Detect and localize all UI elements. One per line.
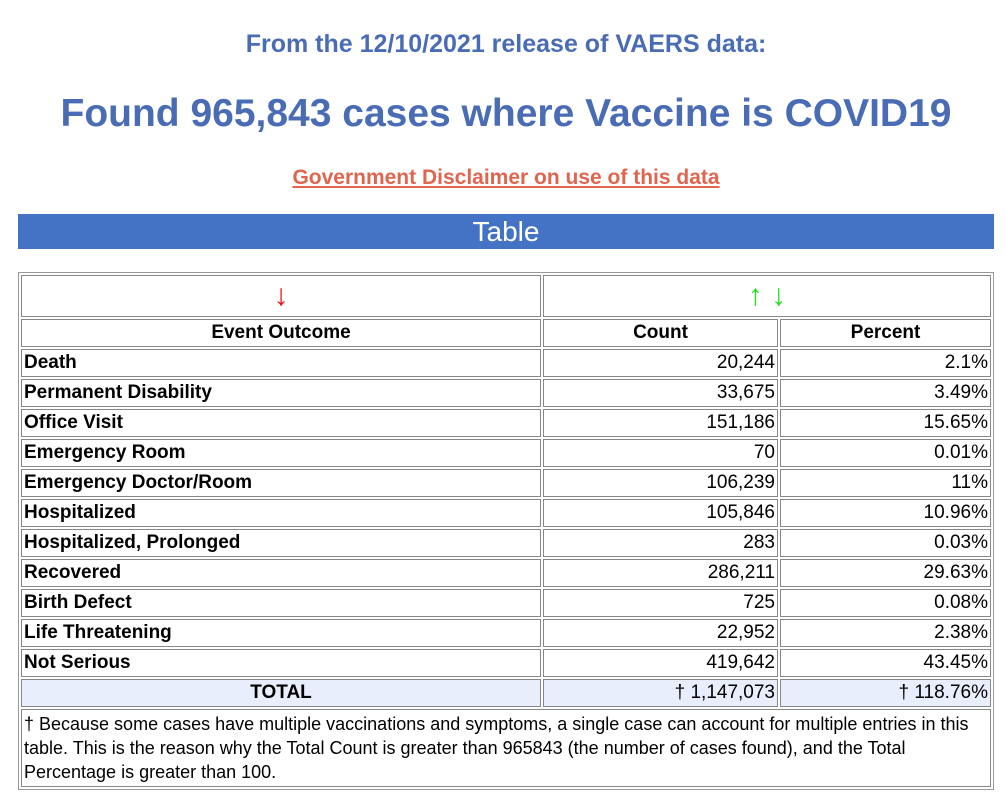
table-row: Emergency Room 70 0.01%	[21, 439, 991, 467]
outcome-cell: Hospitalized, Prolonged	[21, 529, 541, 557]
table-row: Birth Defect 725 0.08%	[21, 589, 991, 617]
table-row: Hospitalized 105,846 10.96%	[21, 499, 991, 527]
table-row: Office Visit 151,186 15.65%	[21, 409, 991, 437]
outcome-sort-cell: ↓	[21, 275, 541, 317]
column-header-outcome: Event Outcome	[21, 319, 541, 347]
percent-cell: 11%	[780, 469, 991, 497]
outcome-cell: Birth Defect	[21, 589, 541, 617]
outcome-cell: Emergency Doctor/Room	[21, 469, 541, 497]
outcome-cell: Recovered	[21, 559, 541, 587]
table-row: Recovered 286,211 29.63%	[21, 559, 991, 587]
percent-cell: 0.08%	[780, 589, 991, 617]
table-row: Life Threatening 22,952 2.38%	[21, 619, 991, 647]
outcome-table: ↓ ↑ ↓ Event Outcome Count Percent Death 2…	[18, 272, 994, 790]
percent-cell: 10.96%	[780, 499, 991, 527]
table-row: Emergency Doctor/Room 106,239 11%	[21, 469, 991, 497]
footnote: † Because some cases have multiple vacci…	[21, 709, 991, 787]
column-header-count: Count	[543, 319, 778, 347]
count-cell: 419,642	[543, 649, 778, 677]
percent-cell: 2.38%	[780, 619, 991, 647]
section-title-bar: Table	[18, 214, 994, 249]
sort-down-icon[interactable]: ↓	[273, 279, 289, 312]
total-row: TOTAL † 1,147,073 † 118.76%	[21, 679, 991, 707]
count-cell: 33,675	[543, 379, 778, 407]
sort-up-icon[interactable]: ↑	[747, 279, 763, 312]
percent-cell: 3.49%	[780, 379, 991, 407]
column-header-percent: Percent	[780, 319, 991, 347]
percent-cell: 0.03%	[780, 529, 991, 557]
count-cell: 283	[543, 529, 778, 557]
percent-cell: 0.01%	[780, 439, 991, 467]
total-label: TOTAL	[21, 679, 541, 707]
count-cell: 22,952	[543, 619, 778, 647]
count-cell: 286,211	[543, 559, 778, 587]
table-row: Hospitalized, Prolonged 283 0.03%	[21, 529, 991, 557]
outcome-cell: Office Visit	[21, 409, 541, 437]
count-cell: 20,244	[543, 349, 778, 377]
percent-cell: 29.63%	[780, 559, 991, 587]
percent-cell: 43.45%	[780, 649, 991, 677]
sort-down-icon[interactable]: ↓	[771, 279, 787, 312]
percent-cell: 2.1%	[780, 349, 991, 377]
outcome-cell: Life Threatening	[21, 619, 541, 647]
percent-cell: 15.65%	[780, 409, 991, 437]
total-count: † 1,147,073	[543, 679, 778, 707]
count-cell: 725	[543, 589, 778, 617]
outcome-cell: Death	[21, 349, 541, 377]
table-row: Not Serious 419,642 43.45%	[21, 649, 991, 677]
found-heading: Found 965,843 cases where Vaccine is COV…	[60, 92, 952, 135]
count-cell: 151,186	[543, 409, 778, 437]
outcome-cell: Hospitalized	[21, 499, 541, 527]
disclaimer-link[interactable]: Government Disclaimer on use of this dat…	[292, 166, 720, 189]
count-cell: 105,846	[543, 499, 778, 527]
outcome-cell: Permanent Disability	[21, 379, 541, 407]
table-row: Death 20,244 2.1%	[21, 349, 991, 377]
table-row: Permanent Disability 33,675 3.49%	[21, 379, 991, 407]
count-cell: 70	[543, 439, 778, 467]
outcome-cell: Emergency Room	[21, 439, 541, 467]
outcome-cell: Not Serious	[21, 649, 541, 677]
count-cell: 106,239	[543, 469, 778, 497]
total-percent: † 118.76%	[780, 679, 991, 707]
release-heading: From the 12/10/2021 release of VAERS dat…	[245, 30, 767, 58]
count-sort-cell: ↑ ↓	[543, 275, 991, 317]
